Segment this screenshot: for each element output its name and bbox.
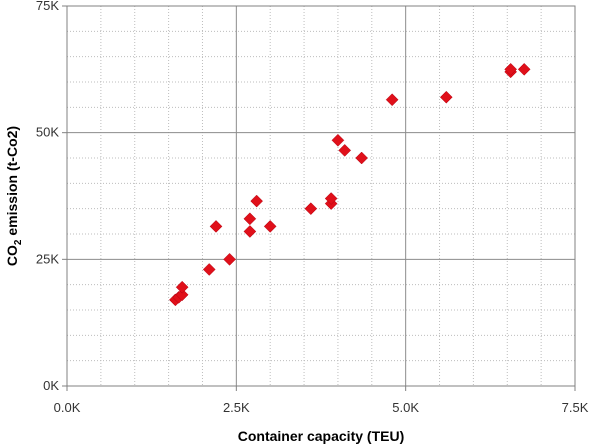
minor-gridlines — [67, 6, 575, 386]
y-axis-title-subscript: 2 — [13, 239, 24, 245]
y-tick-label: 25K — [36, 251, 59, 266]
data-points — [169, 62, 531, 307]
y-tick-label: 0K — [43, 378, 59, 393]
data-point — [175, 288, 189, 302]
y-axis-title: CO2 emission (t-Co2) — [4, 126, 24, 266]
y-tick-label: 75K — [36, 0, 59, 13]
plot-border — [66, 5, 576, 387]
x-tick-label: 2.5K — [223, 400, 250, 415]
x-tick-label: 5.0K — [392, 400, 419, 415]
data-point — [385, 93, 399, 107]
x-axis-ticks: 0.0K 2.5K 5.0K 7.5K — [54, 386, 589, 415]
data-point — [202, 263, 216, 276]
data-point — [243, 225, 257, 238]
x-tick-label: 7.5K — [562, 400, 589, 415]
data-point — [209, 220, 223, 233]
y-axis-ticks: 0K 25K 50K 75K — [36, 0, 67, 393]
data-point — [304, 202, 318, 216]
plot-area — [67, 6, 575, 386]
data-point — [338, 144, 352, 157]
data-point — [439, 90, 453, 104]
data-point — [263, 220, 277, 233]
data-point — [243, 212, 257, 226]
data-point — [355, 151, 368, 165]
data-point — [223, 252, 236, 266]
data-point — [504, 62, 518, 76]
x-axis-title: Container capacity (TEU) — [238, 428, 404, 444]
y-axis-title-suffix: emission (t-Co2) — [4, 126, 20, 240]
y-tick-label: 50K — [36, 125, 59, 140]
data-point — [250, 194, 264, 208]
data-point — [324, 192, 338, 205]
x-tick-label: 0.0K — [54, 400, 81, 415]
y-axis-title-prefix: CO — [4, 245, 20, 266]
data-point — [517, 62, 531, 76]
data-point — [175, 280, 189, 294]
data-point — [331, 133, 345, 147]
